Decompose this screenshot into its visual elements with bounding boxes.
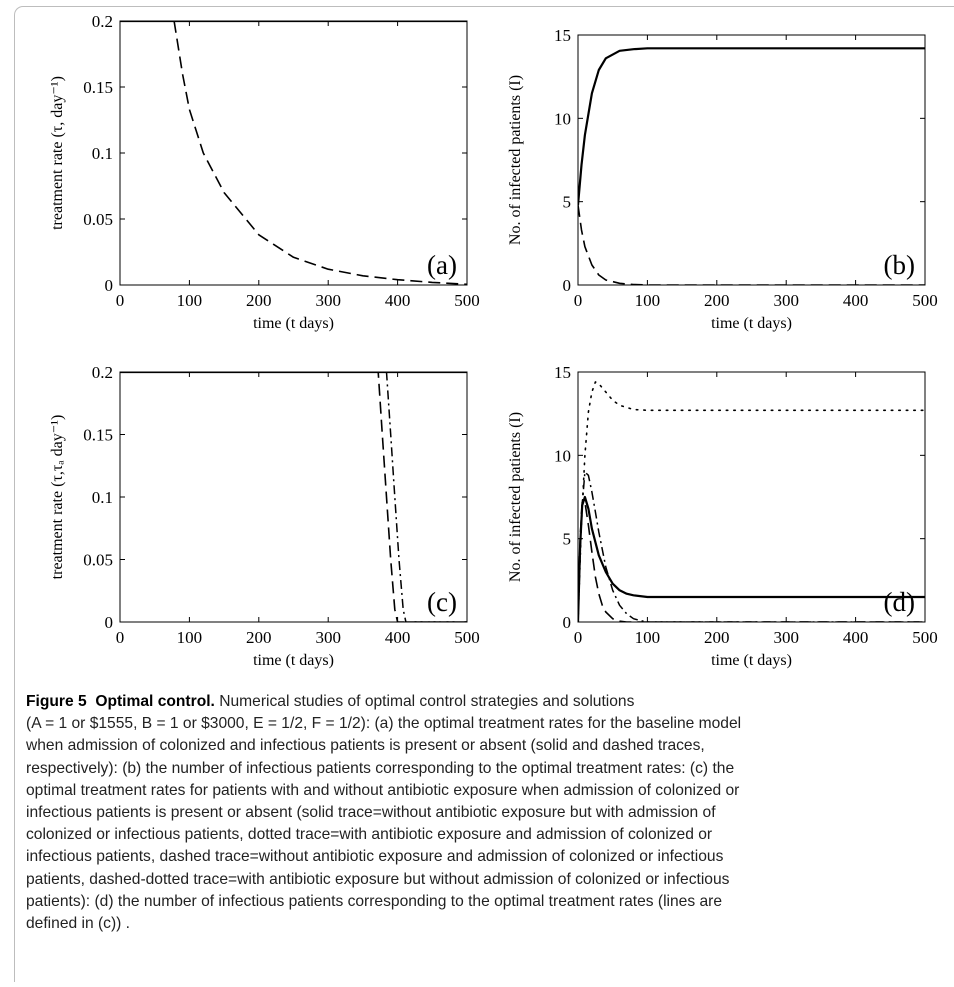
x-tick-label-c: 400: [385, 628, 411, 647]
x-tick-label-c: 0: [116, 628, 125, 647]
y-tick-label-a: 0.2: [92, 12, 113, 31]
figure-frame: [14, 6, 954, 982]
y-tick-label-d: 0: [563, 613, 572, 632]
caption-line-9: patients): (d) the number of infectious …: [26, 892, 723, 910]
caption-line-5: infectious patients is present or absent…: [26, 804, 716, 822]
y-tick-label-d: 5: [563, 530, 572, 549]
x-tick-label-c: 200: [246, 628, 272, 647]
series-dashed-line-d: [578, 501, 925, 622]
y-tick-label-b: 5: [563, 193, 572, 212]
x-tick-label-a: 200: [246, 291, 272, 310]
caption-line-2: when admission of colonized and infectio…: [26, 737, 705, 755]
x-tick-label-b: 200: [704, 291, 730, 310]
x-tick-label-a: 0: [116, 291, 125, 310]
x-tick-label-a: 100: [177, 291, 203, 310]
x-tick-label-b: 300: [773, 291, 799, 310]
caption-line-6: colonized or infectious patients, dotted…: [26, 826, 713, 844]
y-axis-title-d: No. of infected patients (I): [507, 412, 524, 582]
panel-label-c: (c): [427, 587, 457, 617]
y-tick-label-a: 0.05: [83, 210, 113, 229]
panel-a: 0 100 200 300 400 500 0 0.05 0.1 0.15 0.2 time (t d…: [49, 12, 480, 332]
x-tick-label-c: 500: [454, 628, 480, 647]
y-tick-label-a: 0: [105, 276, 114, 295]
y-tick-label-c: 0.05: [83, 551, 113, 570]
series-solid-line-d: [578, 495, 925, 622]
caption-line-4: optimal treatment rates for patients wit…: [26, 781, 740, 799]
y-axis-title-b: No. of infected patients (I): [507, 75, 524, 245]
x-tick-label-d: 300: [773, 628, 799, 647]
series-dashed-line-c: [120, 372, 467, 622]
x-axis-title-a: time (t days): [253, 315, 334, 332]
x-tick-label-d: 200: [704, 628, 730, 647]
x-tick-label-b: 0: [574, 291, 583, 310]
y-tick-label-d: 10: [554, 446, 571, 465]
caption-title: Optimal control.: [95, 693, 215, 710]
x-axis-title-b: time (t days): [711, 315, 792, 332]
x-tick-label-b: 400: [843, 291, 869, 310]
y-tick-label-b: 15: [554, 26, 571, 45]
caption-line-1: (A = 1 or $1555, B = 1 or $3000, E = 1/2…: [26, 715, 742, 733]
panel-label-a: (a): [427, 250, 457, 280]
caption-line-8: patients, dashed-dotted trace=with antib…: [26, 870, 730, 888]
y-tick-label-a: 0.15: [83, 78, 113, 97]
caption-text-0: Numerical studies of optimal control str…: [219, 693, 635, 710]
series-dashed-line-a: [120, 21, 467, 285]
y-axis-title-c: treatment rate (τ,τₐ day⁻¹): [49, 415, 66, 580]
panel-label-d: (d): [884, 587, 915, 617]
caption-line-10: defined in (c)) .: [26, 915, 131, 933]
x-axis-title-c: time (t days): [253, 652, 334, 669]
plot-area-b: [577, 34, 926, 286]
x-tick-label-d: 100: [635, 628, 661, 647]
y-tick-label-b: 10: [554, 109, 571, 128]
x-axis-title-d: time (t days): [711, 652, 792, 669]
x-tick-label-d: 400: [843, 628, 869, 647]
x-tick-label-c: 100: [177, 628, 203, 647]
caption-line-7: infectious patients, dashed trace=withou…: [26, 848, 724, 866]
panel-label-b: (b): [884, 250, 915, 280]
panel-c: 0 100 200 300 400 500 0 0.05 0.1 0.15 0.2 time (t d…: [49, 363, 480, 669]
x-tick-label-a: 300: [315, 291, 341, 310]
series-dashdot-line-d: [578, 471, 925, 622]
y-tick-label-b: 0: [563, 276, 572, 295]
series-dashed-line-b: [578, 204, 925, 285]
panel-b: 0 100 200 300 400 500 0 5 10 15 time (t days) No. o…: [507, 26, 938, 332]
y-tick-label-a: 0.1: [92, 144, 113, 163]
x-tick-label-b: 500: [912, 291, 938, 310]
y-tick-label-c: 0.2: [92, 363, 113, 382]
y-axis-title-a: treatment rate (τ, day⁻¹): [49, 76, 66, 230]
panel-d: 0 100 200 300 400 500 0 5 10 15 time (t days) No. o…: [507, 363, 938, 669]
x-tick-label-d: 500: [912, 628, 938, 647]
series-dotted-line-d: [578, 381, 925, 622]
x-tick-label-c: 300: [315, 628, 341, 647]
series-solid-line-b: [578, 47, 925, 206]
caption-line-0: Figure 5 Optimal control. Numerical stud…: [26, 691, 942, 713]
caption-label: Figure 5: [26, 693, 87, 710]
plot-area-c: [119, 371, 468, 623]
y-tick-label-c: 0.15: [83, 426, 113, 445]
plot-area-d: [577, 371, 926, 623]
x-tick-label-b: 100: [635, 291, 661, 310]
y-tick-label-c: 0: [105, 613, 114, 632]
x-tick-label-a: 500: [454, 291, 480, 310]
plot-area-a: [119, 20, 468, 286]
y-tick-label-d: 15: [554, 363, 571, 382]
x-tick-label-d: 0: [574, 628, 583, 647]
x-tick-label-a: 400: [385, 291, 411, 310]
y-tick-label-c: 0.1: [92, 488, 113, 507]
figure-caption: Figure 5 Optimal control. Numerical stud…: [26, 691, 942, 935]
series-dashdot-line-c: [120, 372, 467, 622]
caption-line-3: respectively): (b) the number of infecti…: [26, 759, 735, 777]
